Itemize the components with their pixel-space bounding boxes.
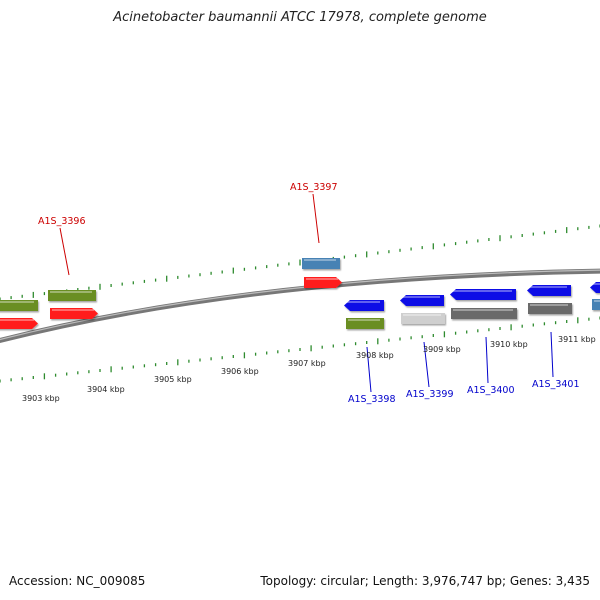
kbp-label: 3904 kbp <box>87 385 125 394</box>
gene-block <box>528 303 572 314</box>
gene-label-forward[interactable]: A1S_3397 <box>290 182 338 193</box>
gene-arrow-forward <box>0 318 38 329</box>
gene-arrow-reverse <box>450 289 516 300</box>
gene-arrow-reverse <box>590 282 600 293</box>
leader-line <box>59 227 70 276</box>
gene-block <box>451 308 517 319</box>
gene-block <box>302 258 340 269</box>
kbp-label: 3908 kbp <box>356 351 394 360</box>
gene-block <box>48 290 96 301</box>
label-leader-lines <box>59 193 554 393</box>
gene-arrow-reverse <box>400 295 444 306</box>
gene-block <box>401 313 445 324</box>
gene-block <box>346 318 384 329</box>
genome-backbone-highlight <box>0 269 600 341</box>
map-title: Acinetobacter baumannii ATCC 17978, comp… <box>113 10 487 25</box>
leader-line <box>423 341 430 388</box>
gene-label-reverse[interactable]: A1S_3401 <box>532 379 580 390</box>
gene-block <box>0 300 38 311</box>
leader-line <box>485 336 489 384</box>
gene-label-reverse[interactable]: A1S_3399 <box>406 389 454 400</box>
gene-label-reverse[interactable]: A1S_3398 <box>348 394 396 405</box>
kbp-label: 3909 kbp <box>423 345 461 354</box>
leader-line <box>366 346 372 393</box>
gene-label-forward[interactable]: A1S_3396 <box>38 216 86 227</box>
accession-text: Accession: NC_009085 <box>9 574 146 588</box>
kbp-label: 3907 kbp <box>288 359 326 368</box>
gene-features <box>0 258 600 329</box>
gene-arrow-forward <box>50 308 98 319</box>
leader-line <box>550 331 554 378</box>
gene-arrow-reverse <box>344 300 384 311</box>
leader-line <box>312 193 320 244</box>
kbp-label: 3911 kbp <box>558 335 596 344</box>
kbp-label: 3905 kbp <box>154 375 192 384</box>
gene-label-reverse[interactable]: A1S_3400 <box>467 385 515 396</box>
kbp-label: 3910 kbp <box>490 340 528 349</box>
tick-marks <box>0 224 600 383</box>
kbp-label: 3906 kbp <box>221 367 259 376</box>
genome-summary-text: Topology: circular; Length: 3,976,747 bp… <box>260 574 590 588</box>
gene-arrow-reverse <box>527 285 571 296</box>
gene-arrow-forward <box>304 277 342 288</box>
genome-backbone <box>0 268 600 344</box>
kbp-label: 3903 kbp <box>22 394 60 403</box>
gene-block <box>592 299 600 310</box>
